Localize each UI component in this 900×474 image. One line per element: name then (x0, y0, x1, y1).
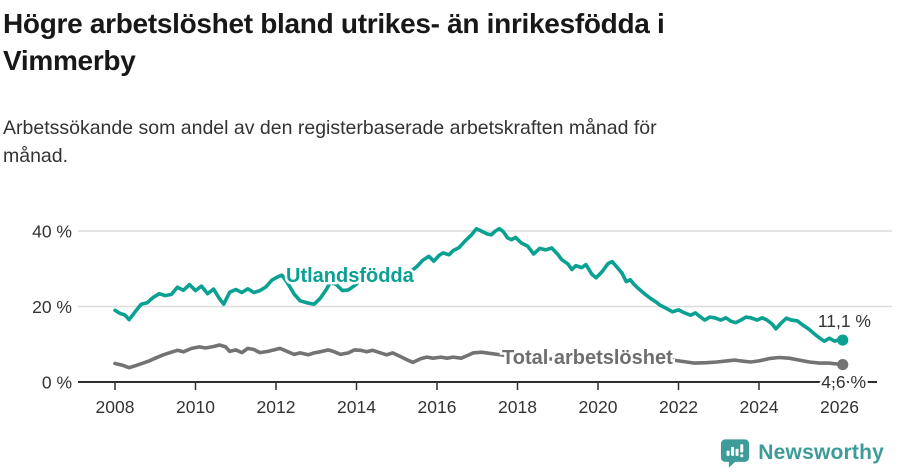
series-line-1 (113, 343, 845, 370)
x-tick-label: 2016 (418, 397, 457, 417)
subtitle-line-1: Arbetssökande som andel av den registerb… (3, 117, 657, 139)
x-tick-label: 2008 (96, 397, 135, 417)
x-tick-label: 2022 (659, 397, 698, 417)
series-line-0 (113, 226, 845, 344)
x-tick-label: 2026 (820, 397, 859, 417)
x-tick-label: 2010 (176, 397, 215, 417)
brand-footer: Newsworthy (720, 438, 884, 468)
x-tick-label: 2012 (257, 397, 296, 417)
x-tick-label: 2020 (579, 397, 618, 417)
x-tick-label: 2014 (337, 397, 376, 417)
y-tick-label: 40 % (32, 222, 72, 242)
chart-title: Högre arbetslöshet bland utrikes- än inr… (3, 5, 883, 79)
x-tick-label: 2024 (740, 397, 779, 417)
series-end-value-label-1: 4,6 % (821, 372, 866, 392)
series-end-value-label-0: 11,1 % (818, 311, 871, 331)
y-tick-label: 20 % (32, 297, 72, 317)
y-tick-label: 0 % (42, 373, 72, 393)
chart-subtitle: Arbetssökande som andel av den registerb… (3, 114, 883, 170)
newsworthy-logo-icon (721, 439, 750, 468)
subtitle-line-2: månad. (3, 145, 69, 167)
brand-name: Newsworthy (758, 441, 884, 464)
title-line-2: Vimmerby (3, 45, 136, 76)
series-label-1: Total arbetslöshet (502, 347, 673, 369)
series-end-dot-1 (837, 359, 849, 371)
series-end-dot-0 (837, 334, 849, 346)
series-label-0: Utlandsfödda (286, 265, 415, 287)
x-tick-label: 2018 (498, 397, 537, 417)
title-line-1: Högre arbetslöshet bland utrikes- än inr… (3, 8, 665, 39)
